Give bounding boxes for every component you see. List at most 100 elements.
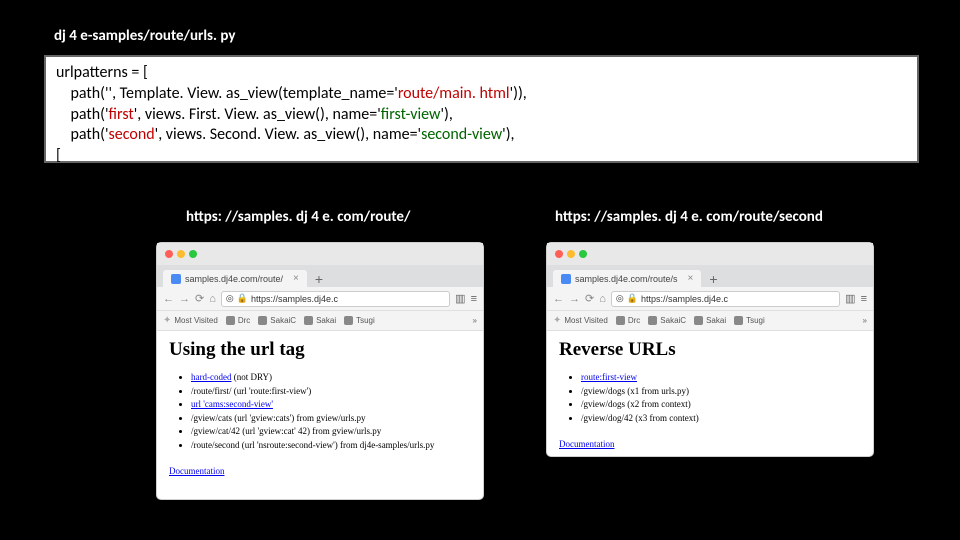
address-bar: ← → ⟳ ⌂ ◎ 🔒 https://samples.dj4e.c ▥ ≡ — [547, 287, 873, 311]
bookmark-label: SakaiC — [660, 316, 686, 325]
code-name: second-view — [421, 125, 502, 144]
browser-window-left: samples.dj4e.com/route/ × + ← → ⟳ ⌂ ◎ 🔒 … — [156, 242, 484, 500]
content-link[interactable]: hard-coded — [191, 372, 231, 382]
shield-icon: ◎ — [616, 293, 624, 304]
folder-icon — [258, 316, 267, 325]
tab-title: samples.dj4e.com/route/s — [575, 274, 678, 284]
list-item: /gview/dogs (x1 from urls.py) — [581, 385, 861, 399]
home-icon[interactable]: ⌂ — [209, 293, 216, 305]
back-icon[interactable]: ← — [553, 293, 564, 305]
folder-icon — [616, 316, 625, 325]
list-item: hard-coded (not DRY) — [191, 371, 471, 385]
content-link[interactable]: route:first-view — [581, 372, 637, 382]
close-dot[interactable] — [555, 250, 563, 258]
list-item: /gview/dogs (x2 from context) — [581, 398, 861, 412]
code-name: first-view — [381, 105, 441, 124]
folder-icon — [344, 316, 353, 325]
browser-tab[interactable]: samples.dj4e.com/route/s × — [553, 270, 701, 287]
list-text: /route/first/ (url 'route:first-view') — [191, 386, 311, 396]
bookmark-item[interactable]: Sakai — [694, 316, 726, 325]
new-tab-icon[interactable]: + — [709, 271, 717, 287]
bookmark-item[interactable]: Tsugi — [734, 316, 765, 325]
page-content: Using the url tag hard-coded (not DRY) /… — [157, 331, 483, 484]
documentation-link[interactable]: Documentation — [559, 439, 615, 449]
star-icon: ✦ — [163, 315, 171, 326]
bookmark-item[interactable]: ✦Most Visited — [553, 315, 608, 326]
code-text: urlpatterns = [ — [56, 63, 148, 82]
bookmark-label: Sakai — [706, 316, 726, 325]
bookmark-label: SakaiC — [270, 316, 296, 325]
bookmark-label: Most Visited — [564, 316, 607, 325]
list-item: route:first-view — [581, 371, 861, 385]
bookmark-item[interactable]: Tsugi — [344, 316, 375, 325]
folder-icon — [304, 316, 313, 325]
bookmark-item[interactable]: SakaiC — [648, 316, 686, 325]
code-text: path(' — [56, 125, 109, 144]
code-text: ')), — [510, 84, 527, 103]
bookmark-item[interactable]: Sakai — [304, 316, 336, 325]
list-text: /gview/cats (url 'gview:cats') from gvie… — [191, 413, 365, 423]
forward-icon[interactable]: → — [569, 293, 580, 305]
bookmark-label: Drc — [238, 316, 250, 325]
close-tab-icon[interactable]: × — [688, 273, 694, 284]
list-text: /gview/dogs (x2 from context) — [581, 399, 691, 409]
home-icon[interactable]: ⌂ — [599, 293, 606, 305]
shield-icon: ◎ — [226, 293, 234, 304]
close-dot[interactable] — [165, 250, 173, 258]
favicon-icon — [561, 274, 571, 284]
overflow-icon[interactable]: » — [863, 316, 867, 325]
menu-icon[interactable]: ≡ — [861, 293, 867, 305]
code-string: first — [109, 105, 134, 124]
documentation-link[interactable]: Documentation — [169, 466, 225, 476]
new-tab-icon[interactable]: + — [315, 271, 323, 287]
code-string: route/main. html — [398, 84, 510, 103]
close-tab-icon[interactable]: × — [293, 273, 299, 284]
list-item: /route/second (url 'nsroute:second-view'… — [191, 439, 471, 453]
browser-tab[interactable]: samples.dj4e.com/route/ × — [163, 270, 307, 287]
url-field[interactable]: ◎ 🔒 https://samples.dj4e.c — [611, 291, 840, 307]
bookmark-item[interactable]: ✦Most Visited — [163, 315, 218, 326]
code-text: '), — [502, 125, 514, 144]
url-text: https://samples.dj4e.c — [251, 294, 338, 304]
lock-icon: 🔒 — [237, 293, 248, 304]
menu-icon[interactable]: ≡ — [471, 293, 477, 305]
list-item: /gview/dog/42 (x3 from context) — [581, 412, 861, 426]
maximize-dot[interactable] — [579, 250, 587, 258]
code-text: path('', Template. View. as_view(templat… — [56, 84, 398, 103]
titlebar — [547, 243, 873, 265]
bookmark-item[interactable]: Drc — [616, 316, 640, 325]
code-text: [ — [56, 146, 61, 165]
minimize-dot[interactable] — [567, 250, 575, 258]
forward-icon[interactable]: → — [179, 293, 190, 305]
address-bar: ← → ⟳ ⌂ ◎ 🔒 https://samples.dj4e.c ▥ ≡ — [157, 287, 483, 311]
library-icon[interactable]: ▥ — [455, 292, 465, 305]
bookmark-item[interactable]: Drc — [226, 316, 250, 325]
lock-icon: 🔒 — [627, 293, 638, 304]
tab-title: samples.dj4e.com/route/ — [185, 274, 283, 284]
list-item: /gview/cat/42 (url 'gview:cat' 42) from … — [191, 425, 471, 439]
code-text: ', views. Second. View. as_view(), name=… — [155, 125, 421, 144]
back-icon[interactable]: ← — [163, 293, 174, 305]
content-link[interactable]: url 'cams:second-view' — [191, 399, 273, 409]
reload-icon[interactable]: ⟳ — [195, 292, 204, 305]
minimize-dot[interactable] — [177, 250, 185, 258]
page-content: Reverse URLs route:first-view /gview/dog… — [547, 331, 873, 457]
reload-icon[interactable]: ⟳ — [585, 292, 594, 305]
browser-window-right: samples.dj4e.com/route/s × + ← → ⟳ ⌂ ◎ 🔒… — [546, 242, 874, 457]
url-text: https://samples.dj4e.c — [641, 294, 728, 304]
bookmarks-bar: ✦Most Visited Drc SakaiC Sakai Tsugi » — [547, 311, 873, 331]
link-list: hard-coded (not DRY) /route/first/ (url … — [169, 371, 471, 452]
folder-icon — [226, 316, 235, 325]
overflow-icon[interactable]: » — [473, 316, 477, 325]
bookmark-label: Tsugi — [746, 316, 765, 325]
url-label-right: https: //samples. dj 4 e. com/route/seco… — [555, 208, 823, 226]
list-text: /gview/cat/42 (url 'gview:cat' 42) from … — [191, 426, 381, 436]
bookmarks-bar: ✦Most Visited Drc SakaiC Sakai Tsugi » — [157, 311, 483, 331]
titlebar — [157, 243, 483, 265]
list-item: url 'cams:second-view' — [191, 398, 471, 412]
url-field[interactable]: ◎ 🔒 https://samples.dj4e.c — [221, 291, 450, 307]
library-icon[interactable]: ▥ — [845, 292, 855, 305]
maximize-dot[interactable] — [189, 250, 197, 258]
page-heading: Reverse URLs — [559, 339, 861, 361]
bookmark-item[interactable]: SakaiC — [258, 316, 296, 325]
